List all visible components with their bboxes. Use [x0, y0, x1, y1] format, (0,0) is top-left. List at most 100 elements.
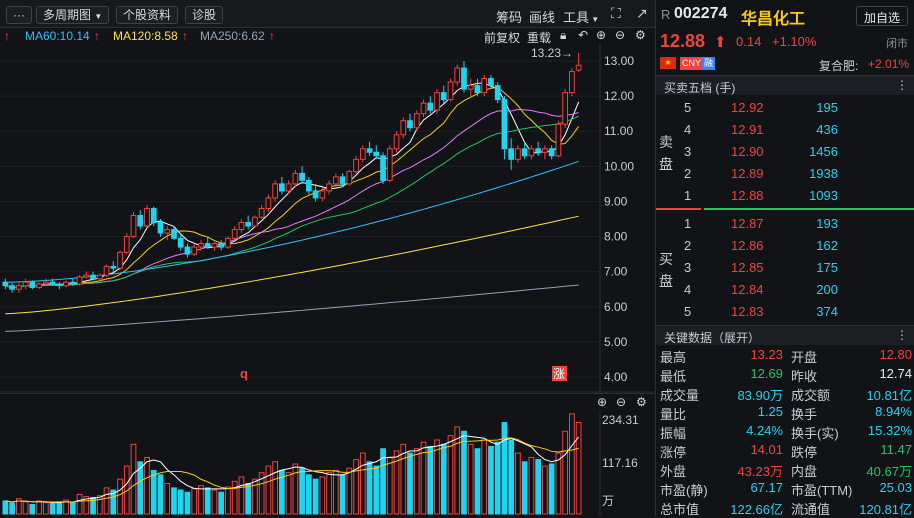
sell-label-char: 盘: [659, 156, 673, 172]
keydata-label: 涨停: [660, 445, 687, 460]
order-price: 12.85: [731, 260, 764, 275]
multi-period-button[interactable]: 多周期图 ▼: [36, 6, 110, 24]
volume-bar: [292, 463, 299, 515]
candle: [245, 215, 252, 230]
adjust-button[interactable]: 前复权: [484, 31, 521, 45]
fullscreen-icon[interactable]: ⛶: [611, 5, 621, 21]
vol-zoom-in-icon[interactable]: ⊕: [597, 395, 608, 409]
keydata-header[interactable]: 关键数据（展开） ⋮: [656, 325, 914, 345]
level: 1: [684, 216, 692, 231]
undo-icon[interactable]: ↶: [578, 28, 589, 42]
buy-order-row[interactable]: 3 12.85 175: [656, 257, 914, 279]
add-watchlist-button[interactable]: 加自选: [856, 6, 909, 26]
chip-button[interactable]: 筹码: [496, 10, 523, 25]
volume-bar: [562, 430, 568, 515]
drawline-button[interactable]: 画线: [529, 10, 556, 25]
candle: [211, 241, 218, 251]
volume-bar: [117, 478, 123, 515]
candle: [521, 141, 528, 160]
candle: [332, 173, 339, 188]
diagnose-button[interactable]: 诊股: [185, 6, 224, 24]
buy-label-char: 盘: [659, 273, 673, 289]
options-icon[interactable]: ⋮: [896, 78, 908, 92]
limit-up-text: 涨: [553, 366, 565, 381]
zoom-in-icon[interactable]: ⊕: [596, 28, 607, 42]
keydata-label: 昨收: [791, 369, 818, 384]
volume-bar: [285, 472, 292, 515]
order-price: 12.86: [731, 238, 764, 253]
keydata-label: 成交额: [791, 388, 831, 403]
limit-up-badge[interactable]: [552, 366, 567, 381]
up-arrow-icon: ↑: [4, 29, 10, 43]
sell-order-row[interactable]: 2 12.89 1938: [656, 163, 914, 185]
sell-order-row[interactable]: 3 12.90 1456: [656, 141, 914, 163]
buy-order-row[interactable]: 4 12.84 200: [656, 279, 914, 301]
more-button[interactable]: ···: [6, 6, 32, 24]
keydata-label: 振幅: [660, 426, 687, 441]
keydata-label: 量比: [660, 407, 687, 422]
order-volume: 374: [816, 304, 838, 319]
vol-zoom-out-icon[interactable]: ⊖: [616, 395, 627, 409]
volume-bar: [137, 461, 144, 515]
candle: [231, 226, 238, 241]
candle: [319, 187, 326, 202]
volume-bar: [63, 499, 69, 515]
ma120-line: [5, 215, 579, 315]
candle: [69, 278, 76, 286]
keydata-value: 40.67万: [866, 464, 912, 479]
orderbook-header: 买卖五档 (手) ⋮: [656, 75, 914, 95]
tools-button[interactable]: 工具 ▼: [563, 7, 599, 26]
candlestick-chart[interactable]: 13.00 12.00 11.00 10.00 9.00 8.00 7.00 6.00 5.00…: [0, 44, 655, 393]
lock-icon[interactable]: 🔒︎: [560, 28, 567, 42]
margin-badge: 融: [702, 57, 716, 70]
q-marker[interactable]: q: [240, 366, 248, 381]
keydata-label: 跌停: [791, 445, 818, 460]
candle: [359, 145, 366, 163]
volume-tick-label: 117.16: [602, 456, 638, 470]
settings-gear-icon[interactable]: ⚙: [635, 28, 646, 42]
candle: [285, 180, 292, 195]
order-price: 12.87: [731, 216, 764, 231]
buy-side-label: 买盘: [659, 248, 675, 292]
candle: [150, 206, 157, 227]
y-tick-label: 12.00: [604, 89, 634, 103]
y-tick-label: 7.00: [604, 265, 628, 279]
volume-bar: [332, 469, 339, 515]
volume-bar: [440, 443, 447, 515]
y-tick-label: 4.00: [604, 370, 628, 384]
ma-legend: ↑ MA60:10.14 ↑ MA120:8.58 ↑ MA250:6.62 ↑…: [0, 28, 655, 45]
level: 1: [684, 188, 692, 203]
vol-settings-gear-icon[interactable]: ⚙: [636, 395, 647, 409]
sell-order-row[interactable]: 4 12.91 436: [656, 119, 914, 141]
sell-order-row[interactable]: 1 12.88 1093: [656, 185, 914, 207]
volume-bar: [204, 487, 211, 515]
collapse-arrows-icon[interactable]: ↗: [636, 5, 648, 21]
candle: [454, 64, 461, 86]
volume-bar: [407, 452, 413, 515]
keydata-label: 换手: [791, 407, 818, 422]
order-volume: 1093: [809, 188, 838, 203]
buy-order-row[interactable]: 1 12.87 193: [656, 213, 914, 235]
buy-order-row[interactable]: 5 12.83 374: [656, 301, 914, 323]
sector-label[interactable]: 复合肥:: [819, 59, 859, 73]
order-price: 12.84: [731, 282, 764, 297]
reload-button[interactable]: 重载: [527, 31, 552, 45]
volume-bar: [171, 487, 177, 515]
volume-bar: [515, 452, 521, 515]
volume-chart[interactable]: 234.31 117.16 万: [0, 410, 655, 516]
keydata-value: 83.90万: [737, 388, 783, 403]
keydata-label: 最低: [660, 369, 687, 384]
buy-order-row[interactable]: 2 12.86 162: [656, 235, 914, 257]
sell-order-row[interactable]: 5 12.92 195: [656, 97, 914, 119]
level: 3: [684, 144, 692, 159]
candle: [198, 240, 204, 251]
candle: [204, 236, 211, 249]
volume-bar: [467, 443, 474, 515]
stock-profile-button[interactable]: 个股资料: [116, 6, 179, 24]
zoom-out-icon[interactable]: ⊖: [615, 28, 626, 42]
candle: [279, 176, 285, 195]
keydata-options-icon[interactable]: ⋮: [896, 328, 908, 342]
ma120-label: MA120:8.58: [113, 29, 178, 43]
volume-bar: [346, 467, 353, 515]
volume-bar: [494, 441, 501, 515]
